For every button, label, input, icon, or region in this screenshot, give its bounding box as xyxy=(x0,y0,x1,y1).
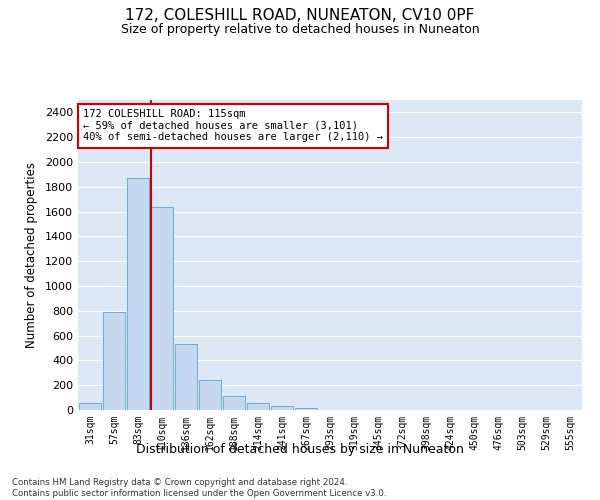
Y-axis label: Number of detached properties: Number of detached properties xyxy=(25,162,38,348)
Bar xyxy=(247,402,269,410)
Bar xyxy=(223,396,245,410)
Text: 172, COLESHILL ROAD, NUNEATON, CV10 0PF: 172, COLESHILL ROAD, NUNEATON, CV10 0PF xyxy=(125,8,475,22)
Bar xyxy=(295,408,317,410)
Bar xyxy=(151,206,173,410)
Bar xyxy=(199,380,221,410)
Bar xyxy=(79,403,101,410)
Bar xyxy=(127,178,149,410)
Text: Contains HM Land Registry data © Crown copyright and database right 2024.
Contai: Contains HM Land Registry data © Crown c… xyxy=(12,478,386,498)
Text: 172 COLESHILL ROAD: 115sqm
← 59% of detached houses are smaller (3,101)
40% of s: 172 COLESHILL ROAD: 115sqm ← 59% of deta… xyxy=(83,110,383,142)
Bar xyxy=(103,312,125,410)
Bar xyxy=(271,406,293,410)
Bar xyxy=(175,344,197,410)
Text: Size of property relative to detached houses in Nuneaton: Size of property relative to detached ho… xyxy=(121,22,479,36)
Text: Distribution of detached houses by size in Nuneaton: Distribution of detached houses by size … xyxy=(136,442,464,456)
